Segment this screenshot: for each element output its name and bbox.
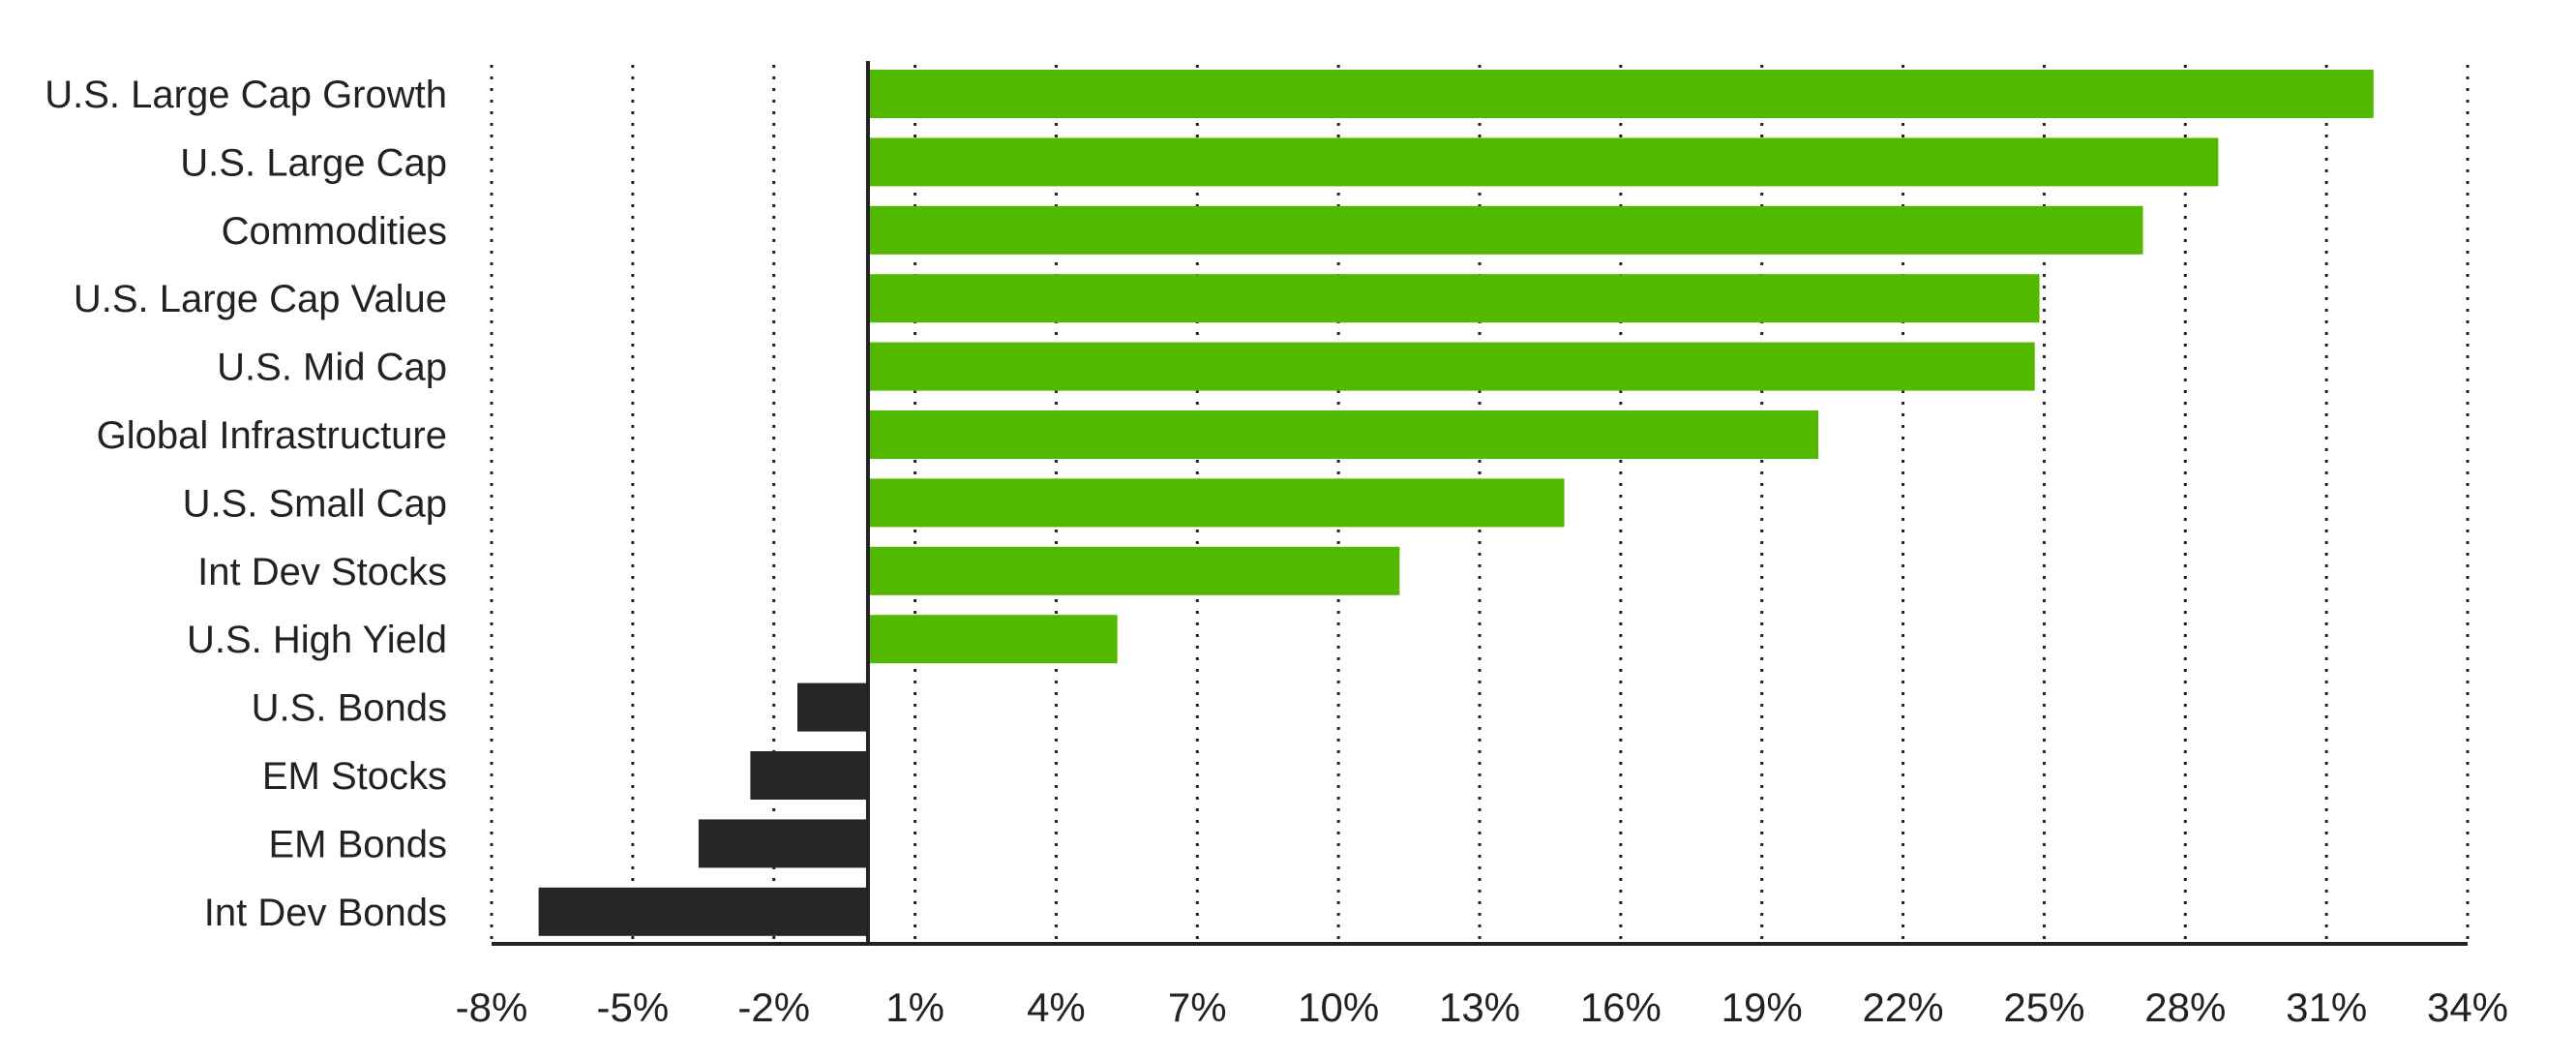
category-label: U.S. Large Cap Value [74,278,447,320]
bar [698,819,868,868]
category-label: U.S. Mid Cap [217,347,447,389]
bar [867,410,1819,459]
category-labels: U.S. Large Cap Growth U.S. Large Cap Commo… [45,74,447,934]
category-label: U.S. Small Cap [183,482,447,525]
category-label: U.S. Large Cap Growth [45,74,447,116]
category-label: U.S. Large Cap [180,141,447,184]
x-tick-label: 19% [1722,985,1803,1030]
bar [867,137,2219,187]
x-tick-label: 31% [2286,985,2367,1030]
x-tick-label: 16% [1580,985,1662,1030]
x-tick-label: -8% [456,985,528,1030]
x-tick-label: 25% [2003,985,2084,1030]
category-label: Int Dev Bonds [204,892,447,934]
bar [867,70,2374,118]
bar [797,682,868,732]
x-tick-labels: -8% -5% -2% 1% 4% 7% 10% 13% 16% 19% 22% 25% 28% 31% 3… [456,985,2508,1030]
bar [867,478,1565,528]
bar [867,615,1118,664]
category-label: U.S. High Yield [187,619,447,661]
bar [538,887,868,936]
x-tick-label: 34% [2427,985,2508,1030]
x-tick-label: 10% [1298,985,1379,1030]
bar [867,205,2143,255]
category-label: EM Bonds [268,823,447,865]
x-tick-label: -2% [737,985,810,1030]
category-label: Global Infrastructure [97,414,447,457]
axes [492,61,2468,946]
category-label: Commodities [222,210,447,253]
x-tick-label: -5% [597,985,670,1030]
bar [867,342,2035,391]
bar [867,546,1400,595]
x-tick-label: 1% [885,985,944,1030]
x-tick-label: 13% [1439,985,1520,1030]
bars [538,70,2374,936]
category-label: U.S. Bonds [252,687,447,730]
category-label: EM Stocks [262,755,447,798]
x-tick-label: 22% [1863,985,1944,1030]
category-label: Int Dev Stocks [197,551,447,593]
x-tick-label: 28% [2144,985,2226,1030]
x-tick-label: 7% [1168,985,1227,1030]
bar [867,274,2040,323]
x-tick-label: 4% [1027,985,1086,1030]
bar [750,751,868,800]
